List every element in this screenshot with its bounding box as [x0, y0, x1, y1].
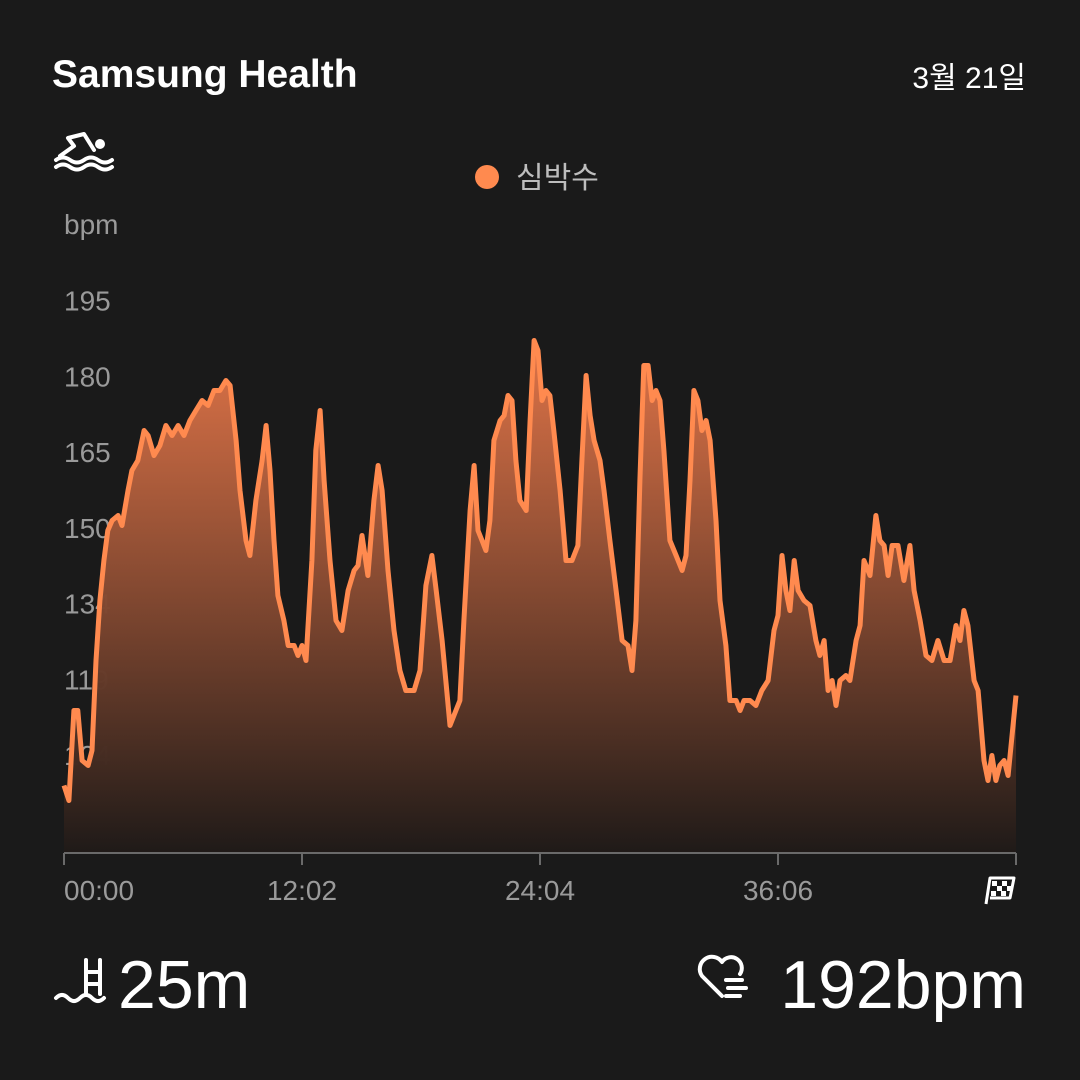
area-fill	[64, 340, 1016, 853]
app-title: Samsung Health	[52, 53, 358, 96]
distance-value: 25	[118, 947, 194, 1023]
y-tick-label: 180	[64, 361, 111, 392]
date: 3월 21일	[912, 62, 1026, 95]
heart-rate-summary: 192bpm	[780, 947, 1026, 1023]
legend-marker	[475, 165, 499, 189]
legend-label: 심박수	[516, 162, 599, 195]
x-tick-label: 24:04	[505, 875, 575, 906]
x-tick-label: 36:06	[743, 875, 813, 906]
y-axis-label: bpm	[64, 209, 118, 240]
x-tick-label: 12:02	[267, 875, 337, 906]
y-tick-label: 165	[64, 437, 111, 468]
heart-rate-value: 192	[780, 947, 893, 1023]
distance-summary: 25m	[118, 947, 250, 1023]
heart-rate-unit: bpm	[894, 947, 1026, 1023]
finish-flag	[984, 876, 1016, 905]
x-tick-label: 00:00	[64, 875, 134, 906]
y-tick-label: 150	[64, 513, 111, 544]
heart-icon	[697, 954, 748, 998]
distance-unit: m	[194, 947, 251, 1023]
swim-icon	[54, 132, 114, 172]
line	[61, 338, 1019, 803]
pool-icon	[54, 958, 106, 1003]
y-tick-label: 195	[64, 286, 111, 317]
